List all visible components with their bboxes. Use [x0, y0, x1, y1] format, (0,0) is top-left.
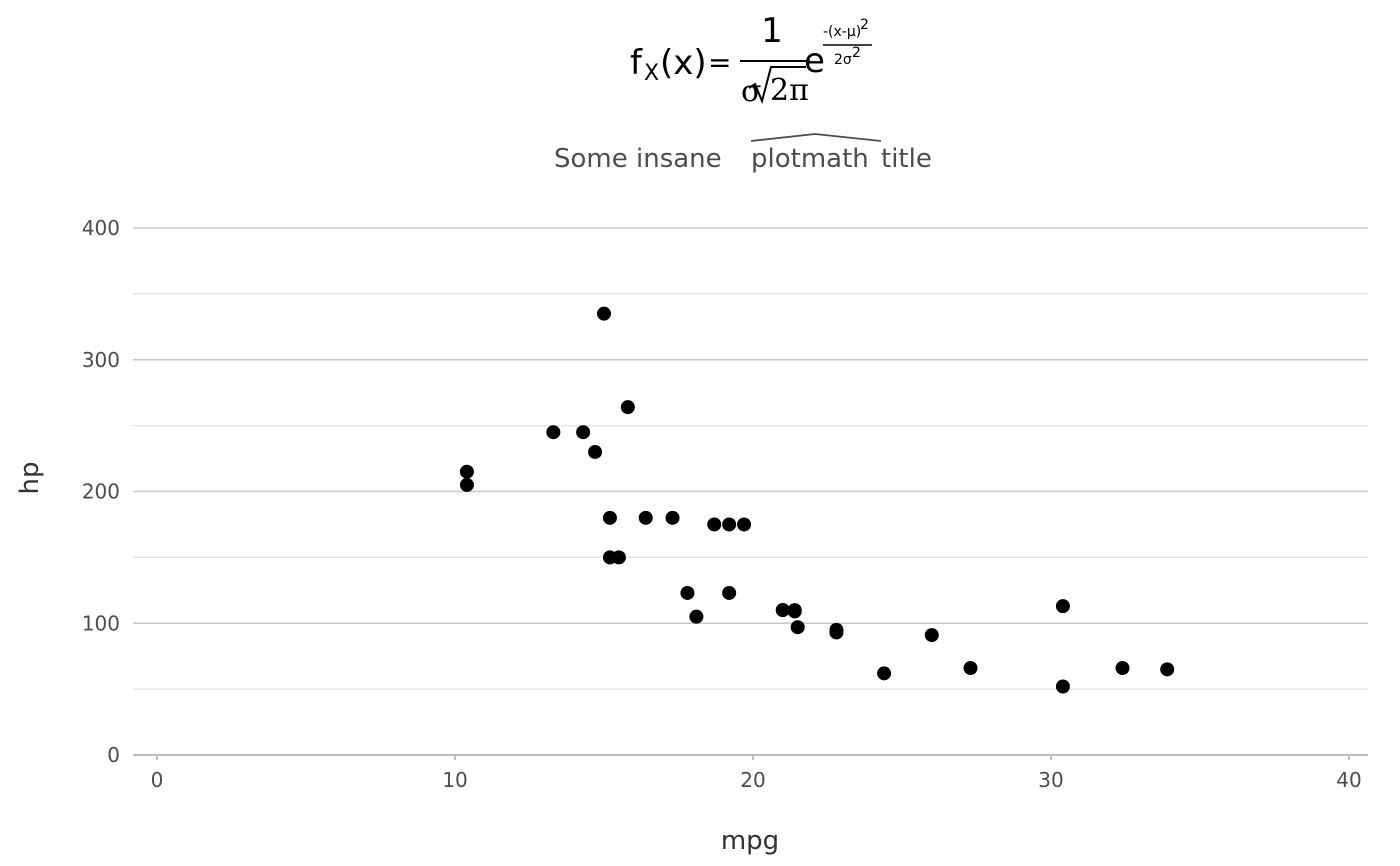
subtitle-widehat — [750, 133, 882, 142]
data-point — [722, 517, 737, 532]
data-point — [787, 604, 802, 619]
data-point — [546, 425, 561, 440]
y-tick-label: 400 — [82, 216, 120, 240]
axis-ticks: 0 100 200 300 400 0 10 20 30 40 — [82, 216, 1362, 792]
data-point — [602, 510, 617, 525]
y-tick-label: 200 — [82, 480, 120, 504]
data-point — [829, 622, 844, 637]
data-point — [459, 477, 474, 492]
y-tick-label: 300 — [82, 348, 120, 372]
formula-exponent-denominator-power: 2 — [852, 45, 861, 61]
data-point — [722, 585, 737, 600]
formula-subscript: X — [644, 61, 659, 86]
grid-lines — [133, 227, 1368, 756]
x-tick-label: 20 — [740, 768, 765, 792]
formula-argument: (x) — [660, 43, 707, 83]
formula-sigma: σ — [741, 74, 761, 109]
data-point — [924, 628, 939, 643]
data-point — [459, 464, 474, 479]
data-point — [588, 444, 603, 459]
subtitle-hat-word: plotmath — [751, 144, 869, 174]
subtitle-suffix: title — [881, 144, 932, 174]
data-point — [620, 400, 635, 415]
data-point — [680, 585, 695, 600]
data-point — [775, 603, 790, 618]
x-tick-label: 0 — [151, 768, 164, 792]
formula-e: e — [804, 41, 825, 81]
data-point — [1115, 661, 1130, 676]
data-point — [1160, 662, 1175, 677]
data-point — [597, 306, 611, 321]
data-point — [665, 510, 680, 525]
chart-title-formula: f X (x) = 1 σ 2π e -(x-μ) 2 2σ 2 — [630, 11, 872, 109]
y-tick-label: 0 — [107, 743, 120, 767]
formula-sqrt-sign — [748, 66, 806, 105]
data-point — [737, 517, 752, 532]
data-point — [877, 666, 892, 681]
formula-lhs: f — [630, 43, 643, 83]
x-tick-label: 30 — [1038, 768, 1063, 792]
data-point — [1055, 679, 1070, 694]
data-point — [602, 550, 617, 565]
formula-exponent-denominator: 2σ — [834, 52, 852, 68]
data-point — [576, 425, 591, 440]
x-axis-title: mpg — [721, 826, 779, 856]
x-tick-label: 10 — [442, 768, 467, 792]
formula-exponent-numerator: -(x-μ) — [823, 24, 861, 40]
y-tick-label: 100 — [82, 611, 120, 635]
formula-exponent-numerator-power: 2 — [860, 17, 869, 33]
formula-equals: = — [708, 46, 731, 79]
data-point — [1055, 599, 1070, 614]
formula-numerator: 1 — [761, 11, 783, 51]
formula-sqrt-argument: 2π — [770, 73, 809, 108]
data-point — [963, 661, 978, 676]
chart-subtitle: Some insane plotmath title — [554, 133, 932, 174]
subtitle-prefix: Some insane — [554, 144, 722, 174]
data-points — [459, 306, 1175, 694]
data-point — [790, 620, 805, 635]
y-axis-title: hp — [15, 462, 45, 495]
data-point — [638, 510, 653, 525]
x-tick-label: 40 — [1336, 768, 1361, 792]
data-point — [689, 609, 704, 624]
data-point — [707, 517, 722, 532]
